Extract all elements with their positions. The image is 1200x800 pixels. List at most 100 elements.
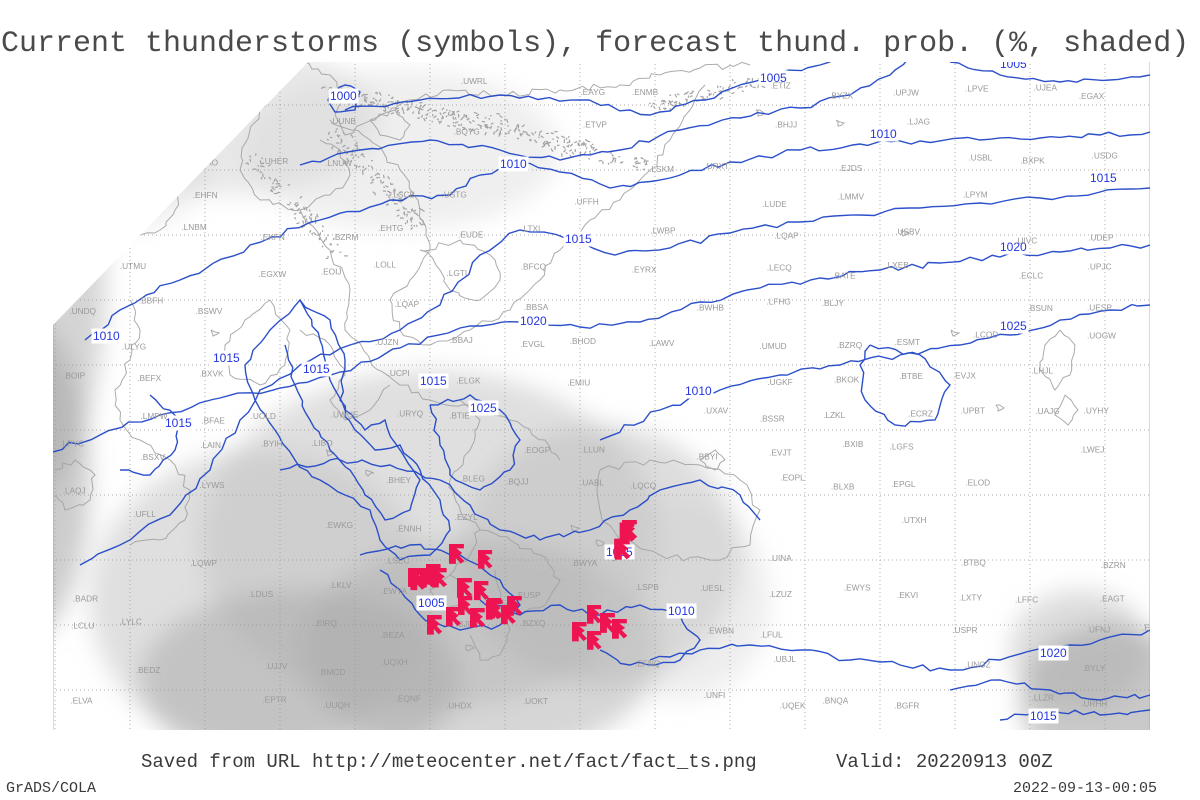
svg-text:.LBLV: .LBLV: [193, 113, 215, 123]
svg-text:.LSPB: .LSPB: [635, 582, 659, 592]
svg-text:.LAQJ: .LAQJ: [63, 486, 86, 496]
svg-text:.BTBQ: .BTBQ: [961, 558, 986, 568]
svg-text:.LOLL: .LOLL: [373, 259, 396, 269]
svg-text:.LWEJ: .LWEJ: [1081, 445, 1105, 455]
svg-text:.UQXH: .UQXH: [381, 657, 407, 667]
svg-text:.EVGL: .EVGL: [520, 339, 545, 349]
svg-text:.UCPI: .UCPI: [388, 368, 410, 378]
svg-text:.BLXB: .BLXB: [831, 482, 855, 492]
svg-text:.UTXH: .UTXH: [902, 515, 927, 525]
svg-text:.LQAP: .LQAP: [774, 231, 799, 241]
svg-text:1020: 1020: [520, 314, 547, 328]
svg-text:.UFFH: .UFFH: [574, 196, 598, 206]
svg-text:.ECLC: .ECLC: [1019, 271, 1043, 281]
svg-text:.BADR: .BADR: [73, 593, 98, 603]
svg-text:.LWBP: .LWBP: [650, 226, 676, 236]
svg-text:.BEDZ: .BEDZ: [136, 665, 160, 675]
svg-text:.BGFR: .BGFR: [894, 701, 919, 711]
svg-text:.ENNH: .ENNH: [396, 523, 422, 533]
svg-text:1005: 1005: [418, 596, 445, 610]
svg-text:.BMCD: .BMCD: [319, 667, 346, 677]
svg-text:.UGKF: .UGKF: [767, 377, 792, 387]
svg-text:.LQCQ: .LQCQ: [630, 481, 656, 491]
svg-text:.UNGZ: .UNGZ: [965, 660, 991, 670]
svg-text:.UHDX: .UHDX: [446, 700, 472, 710]
svg-text:1025: 1025: [470, 401, 497, 415]
svg-text:.BLEG: .BLEG: [460, 473, 484, 483]
svg-text:.LECQ: .LECQ: [767, 263, 792, 273]
svg-text:.UVXD: .UVXD: [118, 77, 143, 87]
svg-text:.LLUN: .LLUN: [581, 445, 605, 455]
svg-text:.BATE: .BATE: [832, 271, 856, 281]
svg-text:.LMMV: .LMMV: [838, 192, 865, 202]
svg-text:.EQAS: .EQAS: [1142, 622, 1168, 632]
svg-text:.EOPL: .EOPL: [780, 473, 805, 483]
svg-text:.UPJW: .UPJW: [893, 87, 919, 97]
svg-text:.UTMU: .UTMU: [120, 261, 146, 271]
svg-text:.LYLC: .LYLC: [119, 617, 141, 627]
svg-text:.UUQH: .UUQH: [323, 700, 350, 710]
svg-text:.UOGW: .UOGW: [1087, 330, 1116, 340]
svg-text:.BFCQ: .BFCQ: [521, 262, 547, 272]
svg-text:.UOLD: .UOLD: [251, 411, 276, 421]
svg-text:.ELGK: .ELGK: [456, 375, 481, 385]
svg-text:.LFUL: .LFUL: [760, 629, 783, 639]
svg-text:.EGAX: .EGAX: [1079, 91, 1105, 101]
svg-text:.EFNQ: .EFNQ: [635, 659, 661, 669]
svg-text:.URXT: .URXT: [704, 161, 729, 171]
svg-text:.LTXI: .LTXI: [521, 223, 540, 233]
svg-text:.BZRN: .BZRN: [1101, 560, 1126, 570]
svg-text:1015: 1015: [1030, 709, 1057, 723]
svg-text:.UHER: .UHER: [262, 156, 288, 166]
svg-text:.UNDQ: .UNDQ: [69, 306, 96, 316]
svg-text:.UFLL: .UFLL: [133, 509, 156, 519]
svg-text:.UPBT: .UPBT: [961, 406, 985, 416]
svg-text:.UWRL: .UWRL: [461, 76, 488, 86]
svg-text:.USTG: .USTG: [441, 190, 466, 200]
svg-text:.LSEC: .LSEC: [386, 556, 410, 566]
svg-text:.EVJX: .EVJX: [953, 370, 977, 380]
svg-text:.BBAJ: .BBAJ: [450, 335, 473, 345]
svg-text:.EOIJ: .EOIJ: [321, 267, 342, 277]
svg-text:1015: 1015: [213, 351, 240, 365]
svg-text:.EPGL: .EPGL: [891, 479, 916, 489]
svg-text:.ELVA: .ELVA: [70, 696, 93, 706]
svg-text:.EMIU: .EMIU: [567, 378, 590, 388]
svg-text:.LGTI: .LGTI: [446, 268, 467, 278]
svg-text:.EWYA: .EWYA: [381, 586, 408, 596]
svg-text:.LJAG: .LJAG: [907, 117, 930, 127]
svg-text:.UBJL: .UBJL: [773, 654, 796, 664]
svg-text:.LLZR: .LLZR: [1031, 693, 1054, 703]
svg-text:.LGFS: .LGFS: [890, 442, 914, 452]
svg-text:1015: 1015: [303, 362, 330, 376]
svg-text:.UWUE: .UWUE: [331, 409, 359, 419]
svg-text:1010: 1010: [500, 157, 527, 171]
svg-text:.BHEY: .BHEY: [386, 475, 411, 485]
svg-text:1020: 1020: [1040, 646, 1067, 660]
svg-text:.UFNJ: .UFNJ: [1087, 624, 1111, 634]
svg-text:.BQYG: .BQYG: [454, 127, 480, 137]
svg-text:.ENMB: .ENMB: [632, 87, 659, 97]
svg-text:.LSCB: .LSCB: [391, 190, 415, 200]
svg-text:.EQNF: .EQNF: [396, 693, 421, 703]
svg-text:.BXIB: .BXIB: [842, 439, 864, 449]
svg-text:.EZYL: .EZYL: [455, 512, 478, 522]
svg-text:.LAIN: .LAIN: [200, 440, 221, 450]
svg-text:.UIVC: .UIVC: [1015, 235, 1037, 245]
svg-text:.BBSA: .BBSA: [524, 302, 549, 312]
svg-text:.BSUN: .BSUN: [1028, 303, 1053, 313]
svg-text:.LISH: .LISH: [67, 187, 88, 197]
svg-text:.LZKL: .LZKL: [823, 410, 846, 420]
svg-text:.LXEB: .LXEB: [885, 260, 909, 270]
svg-text:.UESL: .UESL: [700, 583, 724, 593]
svg-text:.UINA: .UINA: [770, 553, 793, 563]
svg-text:1010: 1010: [685, 384, 712, 398]
svg-text:.BSSR: .BSSR: [760, 413, 785, 423]
svg-text:.BZRM: .BZRM: [333, 232, 359, 242]
svg-text:.UOOZ: .UOOZ: [257, 80, 283, 90]
svg-text:.ULYG: .ULYG: [122, 341, 146, 351]
svg-text:.BZRQ: .BZRQ: [837, 340, 863, 350]
svg-text:.LFHG: .LFHG: [766, 297, 790, 307]
svg-text:.BSXV: .BSXV: [140, 452, 165, 462]
svg-text:.LZUZ: .LZUZ: [769, 589, 792, 599]
